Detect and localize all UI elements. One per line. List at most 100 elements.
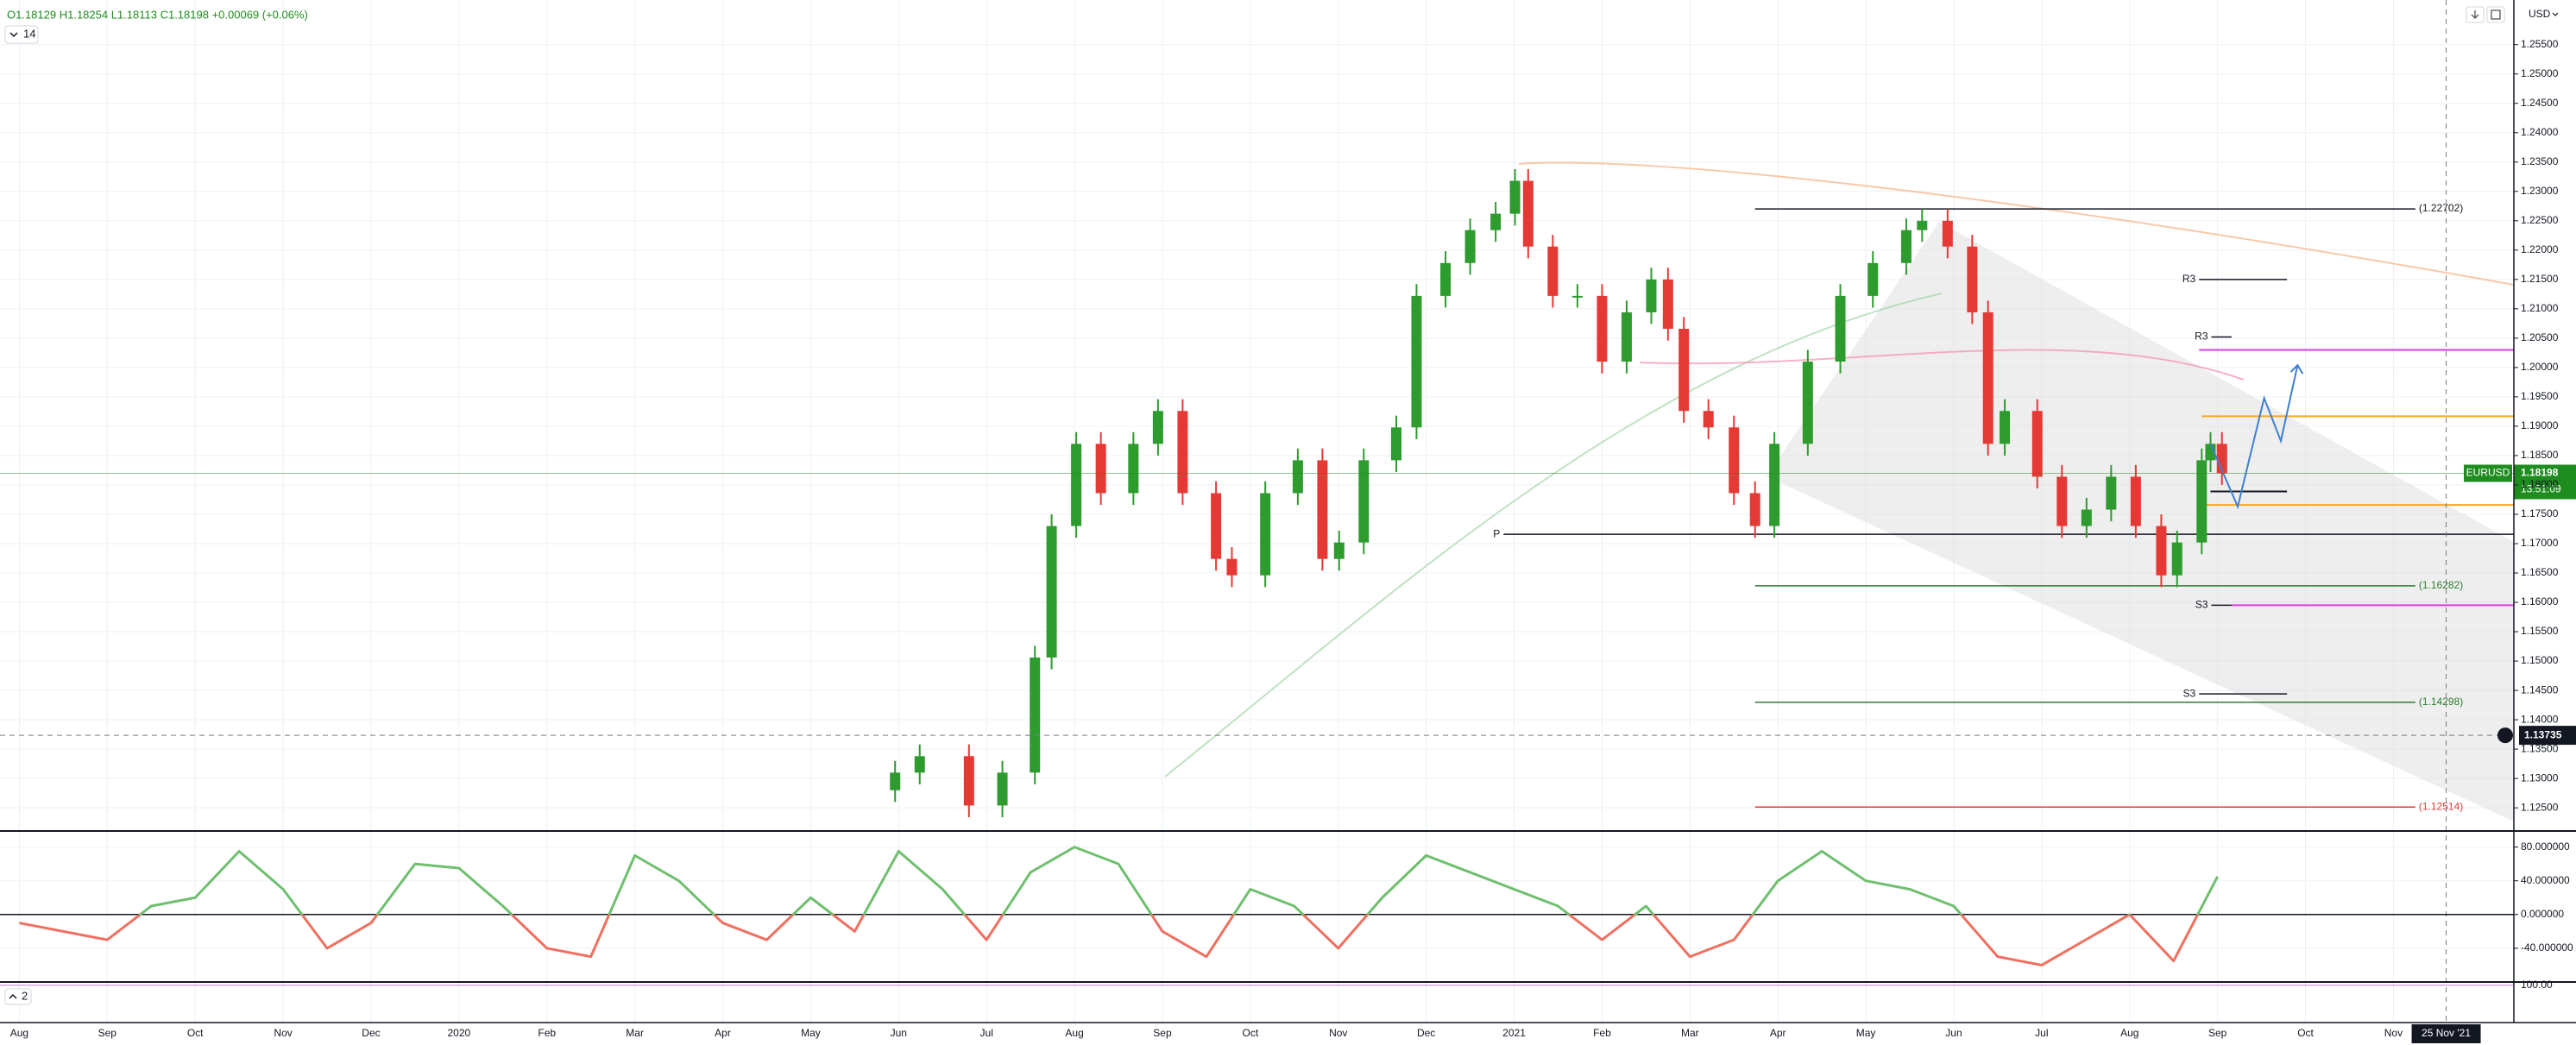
y-tick-label: 80.000000: [2521, 840, 2570, 853]
symbol-tag: [2464, 464, 2512, 482]
indicator-toggle[interactable]: [4, 25, 39, 44]
candle-body: [1030, 657, 1041, 773]
candle-body: [1177, 411, 1188, 494]
candle-body: [1317, 460, 1328, 559]
y-tick-label: 1.24500: [2521, 97, 2559, 109]
candle-body: [1802, 362, 1813, 444]
candle-body: [2196, 460, 2208, 543]
x-tick-label: Jul: [980, 1027, 993, 1039]
candle-body: [1490, 213, 1502, 230]
x-tick-label: 2021: [1502, 1027, 1526, 1039]
candle-body: [1571, 295, 1583, 298]
y-tick-label: 1.13000: [2521, 771, 2559, 784]
candle-body: [2081, 509, 2092, 526]
candle-body: [963, 756, 974, 806]
y-tick-label: 1.24000: [2521, 126, 2559, 138]
candle-body: [1095, 444, 1106, 494]
crosshair-date-tag: [2411, 1024, 2481, 1043]
x-tick-label: Oct: [1243, 1027, 1259, 1039]
candle-body: [890, 772, 901, 790]
candle-body: [2106, 476, 2117, 510]
candle-body: [1835, 295, 1846, 362]
countdown-label: 13:51:09: [2521, 483, 2561, 495]
candle-body: [1128, 444, 1139, 494]
crosshair-price-tag: [2519, 726, 2576, 746]
moving-average: [1164, 293, 1943, 777]
x-tick-label: Jun: [891, 1027, 907, 1039]
y-tick-label: 1.25000: [2521, 67, 2559, 79]
candle-body: [2031, 411, 2043, 477]
x-tick-label: Aug: [10, 1027, 28, 1039]
indicator-label: 14: [23, 27, 35, 40]
indicator-toggle[interactable]: [4, 988, 32, 1005]
x-tick-label: Nov: [1329, 1027, 1347, 1039]
crosshair-price-label: 1.13735: [2524, 728, 2562, 740]
x-tick-label: Mar: [1681, 1027, 1699, 1039]
y-tick-label: 1.23500: [2521, 155, 2559, 167]
y-tick-label: 1.23000: [2521, 185, 2559, 197]
x-tick-label: Nov: [274, 1027, 292, 1039]
y-tick-label: -40.000000: [2521, 941, 2573, 954]
candle-body: [1942, 220, 1953, 247]
y-tick-label: 1.21000: [2521, 302, 2559, 314]
y-tick-label: 1.17000: [2521, 537, 2559, 549]
chevron-icon: [9, 993, 17, 999]
pivot-label: S3: [2195, 599, 2208, 611]
candle-body: [1260, 493, 1271, 576]
candle-body: [1411, 295, 1422, 428]
candle-body: [2130, 476, 2141, 526]
x-tick-label: Oct: [187, 1027, 204, 1039]
candle-body: [1917, 220, 1928, 230]
y-tick-label: 40.000000: [2521, 874, 2570, 886]
candle-body: [1729, 427, 1740, 494]
y-tick-label: 1.14000: [2521, 713, 2559, 725]
x-tick-label: Sep: [1153, 1027, 1172, 1039]
fullscreen-button[interactable]: [2486, 6, 2505, 23]
price-tag-label: 1.18198: [2521, 467, 2559, 479]
pivot-label: P: [1493, 527, 1500, 539]
ohlc-legend: O1.18129 H1.18254 L1.18113 C1.18198 +0.0…: [7, 8, 308, 21]
y-tick-label: 1.16500: [2521, 566, 2559, 578]
candle-body: [1440, 262, 1452, 296]
y-tick-label: 0.000000: [2521, 908, 2564, 920]
y-tick-label: 1.18500: [2521, 449, 2559, 461]
currency-selector[interactable]: USD: [2529, 8, 2551, 20]
level-label: (1.16282): [2419, 579, 2463, 591]
y-tick-label: 1.16000: [2521, 595, 2559, 607]
candle-body: [1621, 312, 1632, 362]
y-tick-label: 1.19500: [2521, 390, 2559, 402]
oscillator-line: [19, 846, 2219, 966]
x-tick-label: Jul: [2035, 1027, 2048, 1039]
candle-body: [1292, 460, 1303, 494]
y-tick-label: 1.25500: [2521, 38, 2559, 50]
candle-body: [1867, 262, 1879, 296]
level-label: (1.22702): [2419, 202, 2463, 214]
x-tick-label: Aug: [1065, 1027, 1083, 1039]
candle-body: [997, 772, 1008, 806]
candle-body: [1509, 180, 1521, 214]
candle-body: [1597, 295, 1608, 362]
y-tick-label: 1.15000: [2521, 654, 2559, 666]
candle-body: [1358, 460, 1370, 543]
candle-body: [1547, 246, 1559, 296]
y-tick-label: 1.18000: [2521, 478, 2559, 490]
y-tick-label: 1.21500: [2521, 273, 2559, 285]
y-tick-label: 100.00: [2521, 979, 2553, 991]
candle-body: [914, 756, 925, 773]
trend-line: [1518, 161, 2515, 286]
x-tick-label: Feb: [1593, 1027, 1611, 1039]
x-tick-label: May: [801, 1027, 821, 1039]
x-tick-label: May: [1856, 1027, 1876, 1039]
pivot-label: R3: [2195, 330, 2208, 343]
arrow-icon: [2471, 10, 2479, 19]
x-tick-label: Sep: [2208, 1027, 2227, 1039]
candle-body: [2000, 411, 2011, 444]
x-tick-label: Apr: [715, 1027, 731, 1039]
chevron-icon: [2552, 12, 2559, 16]
x-tick-label: Sep: [98, 1027, 117, 1039]
candle-body: [1900, 230, 1912, 263]
y-tick-label: 1.12500: [2521, 801, 2559, 813]
add-alert-button[interactable]: [2497, 727, 2513, 744]
